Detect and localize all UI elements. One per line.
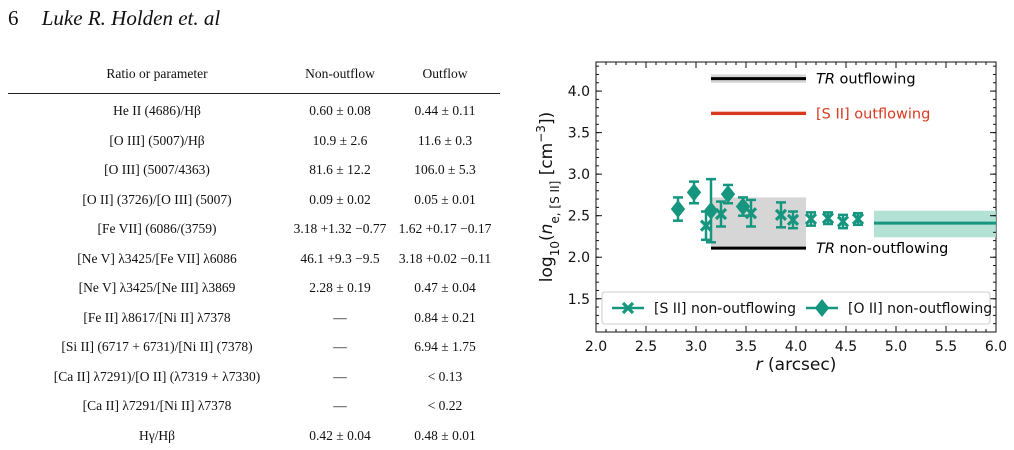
oii-data-point (735, 196, 751, 217)
x-marker (714, 207, 728, 221)
y-tick-label: 2.0 (568, 250, 590, 266)
cell-parameter: [Ca II] λ7291/[Ni II] λ7378 (82, 398, 232, 413)
table-rule (8, 93, 500, 94)
cell-outflow: 0.48 ± 0.01 (414, 427, 476, 443)
reference-line-label: TR outflowing (816, 72, 916, 88)
y-tick-label: 3.0 (568, 167, 590, 183)
cell-parameter: [Ne V] λ3425/[Fe VII] λ6086 (77, 250, 237, 266)
x-marker (786, 213, 800, 226)
page-number: 6 (8, 6, 19, 30)
x-marker (821, 212, 835, 225)
col-header-non-outflow: Non-outflow (305, 66, 375, 81)
reference-lines-layer: TR outflowing [S II] outflowing TR non-out… (711, 72, 996, 257)
sii-data-point (851, 211, 865, 227)
diamond-marker (686, 183, 702, 202)
cell-outflow: 106.0 ± 5.3 (414, 162, 476, 177)
sii-data-point (821, 211, 835, 226)
col-header-outflow: Outflow (422, 66, 468, 81)
cell-non-outflow: — (333, 309, 347, 325)
cell-parameter: [O III] (5007/4363) (104, 162, 210, 177)
y-tick-label: 3.5 (568, 126, 590, 142)
cell-non-outflow: 81.6 ± 12.2 (309, 162, 371, 177)
x-tick-label: 4.5 (835, 339, 857, 355)
cell-outflow: 11.6 ± 0.3 (417, 132, 473, 148)
y-axis-label: log10(ne, [S II] [cm−3]) (534, 112, 562, 282)
cell-outflow: 0.84 ± 0.21 (414, 309, 476, 325)
cell-non-outflow: 0.60 ± 0.08 (309, 103, 371, 118)
x-axis-label: r (arcsec) (756, 355, 837, 375)
cell-parameter: He II (4686)/Hβ (113, 103, 201, 118)
cell-non-outflow: 3.18 +1.32 −0.77 (293, 221, 387, 236)
legend-label: [S II] non-outflowing (654, 301, 796, 317)
cell-parameter: [Ca II] λ7291)/[O II] (λ7319 + λ7330) (53, 368, 261, 384)
sii-data-point (836, 213, 850, 230)
x-tick-label: 4.0 (785, 339, 807, 355)
diamond-marker (703, 201, 719, 220)
diamond-marker (670, 200, 686, 219)
legend-label: [O II] non-outflowing (848, 301, 992, 317)
density-chart: 2.0 2.5 3.0 3.5 4.0 4.5 5.0 5.5 6.0 1.5 2.0 2.5 3.0 3… (534, 61, 1006, 375)
oii-data-point (686, 180, 702, 205)
cell-parameter: [O II] (3726)/[O III] (5007) (82, 191, 232, 207)
cell-parameter: Hγ/Hβ (138, 427, 176, 443)
cell-parameter: [Fe II] λ8617/[Ni II] λ7378 (83, 309, 231, 325)
cell-non-outflow: 2.28 ± 0.19 (309, 280, 371, 295)
sii-data-point (804, 211, 818, 227)
sii-data-point (786, 210, 800, 230)
x-tick-label: 5.5 (935, 339, 957, 355)
x-marker (774, 208, 788, 221)
cell-outflow: 3.18 +0.02 −0.11 (398, 250, 492, 266)
sii-data-point (699, 210, 713, 242)
data-points-layer (670, 177, 865, 244)
cell-parameter: [O III] (5007)/Hβ (109, 132, 205, 148)
x-marker (851, 212, 865, 226)
y-tick-label: 4.0 (568, 84, 590, 100)
oii-data-point (720, 183, 736, 205)
reference-line-label: TR non-outflowing (816, 241, 948, 257)
cell-non-outflow: 0.42 ± 0.04 (309, 427, 371, 443)
diamond-marker (735, 197, 751, 216)
cell-outflow: < 0.13 (427, 368, 463, 384)
x-tick-label: 2.5 (635, 339, 657, 355)
sii-data-point (744, 198, 758, 228)
cell-non-outflow: — (333, 368, 347, 384)
legend-box (601, 291, 991, 325)
ticks-layer: 2.0 2.5 3.0 3.5 4.0 4.5 5.0 5.5 6.0 1.5 2.0 2.5 3.0 3… (568, 62, 1006, 355)
oii-data-point (670, 196, 686, 222)
sii-data-point (774, 201, 788, 229)
x-tick-label: 2.0 (585, 339, 607, 355)
oii-data-point (703, 177, 719, 244)
cell-outflow: 1.62 +0.17 −0.17 (398, 221, 492, 236)
cell-outflow: < 0.22 (427, 398, 463, 413)
cell-non-outflow: 0.09 ± 0.02 (309, 191, 371, 207)
reference-line-label: [S II] outflowing (816, 107, 930, 123)
cell-non-outflow: — (333, 339, 347, 354)
cell-outflow: 0.44 ± 0.11 (414, 103, 476, 118)
legend-diamond-marker (814, 299, 830, 317)
x-tick-label: 3.0 (685, 339, 707, 355)
running-authors: Luke R. Holden et. al (41, 6, 221, 30)
cell-non-outflow: 46.1 +9.3 −9.5 (300, 250, 380, 266)
legend-x-marker (621, 301, 635, 315)
x-tick-label: 3.5 (735, 339, 757, 355)
cell-non-outflow: 10.9 ± 2.6 (312, 132, 368, 148)
cell-outflow: 0.47 ± 0.04 (414, 280, 476, 295)
page-header: 6 Luke R. Holden et. al (8, 6, 220, 31)
cell-parameter: [Si II] (6717 + 6731)/[Ni II] (7378) (61, 339, 253, 354)
x-marker (804, 212, 818, 226)
x-tick-label: 5.0 (885, 339, 907, 355)
x-marker (699, 219, 713, 232)
cell-outflow: 0.05 ± 0.01 (414, 191, 476, 207)
cell-parameter: [Fe VII] (6086/(3759) (97, 221, 217, 236)
x-marker (836, 215, 850, 228)
diamond-marker (720, 185, 736, 204)
col-header-parameter: Ratio or parameter (106, 66, 208, 81)
x-tick-label: 6.0 (985, 339, 1006, 355)
cell-parameter: [Ne V] λ3425/[Ne III] λ3869 (78, 280, 236, 295)
y-tick-label: 1.5 (568, 292, 590, 308)
legend: [S II] non-outflowing [O II] non-outflowi… (601, 291, 992, 325)
cell-non-outflow: — (333, 398, 347, 413)
y-tick-label: 2.5 (568, 209, 590, 225)
cell-outflow: 6.94 ± 1.75 (414, 339, 476, 354)
